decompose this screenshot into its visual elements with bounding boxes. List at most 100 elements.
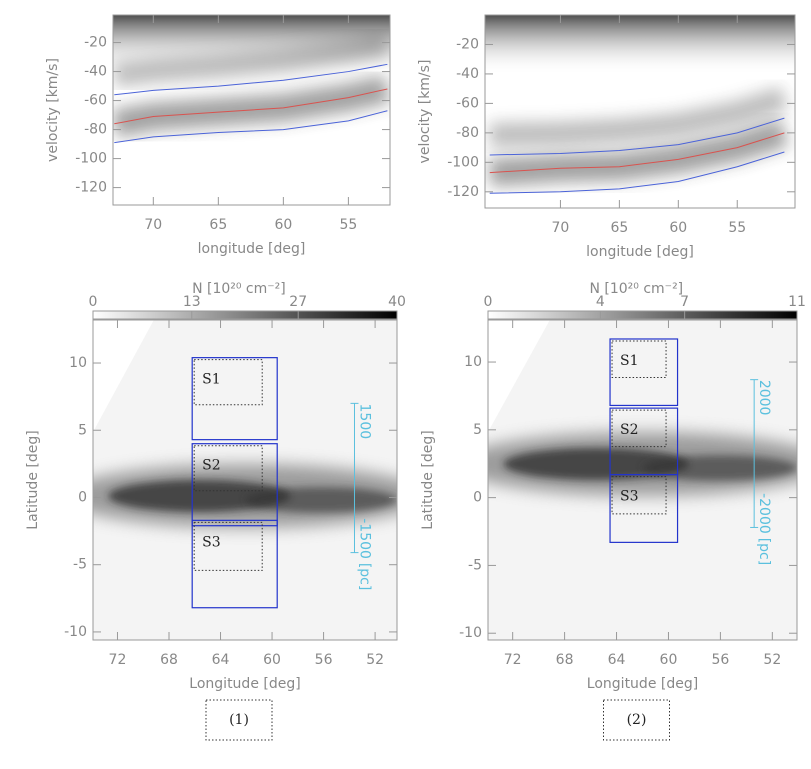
y-tick-label: 5 (473, 422, 482, 438)
x-tick-label: 52 (366, 652, 384, 668)
x-tick-label: 60 (660, 652, 678, 668)
y-tick-label: -40 (456, 66, 479, 82)
colorbar (92, 310, 398, 320)
label-box (193, 359, 263, 406)
region-label: S1 (620, 353, 639, 369)
y-tick-label: -5 (468, 557, 482, 573)
plot-frame (484, 14, 796, 209)
pv-image (113, 15, 390, 138)
y-tick-label: -10 (459, 625, 482, 641)
region-label: S2 (620, 422, 639, 438)
x-tick-label: 60 (263, 652, 281, 668)
x-tick-label: 60 (274, 217, 292, 233)
y-tick-label: -80 (84, 122, 107, 138)
galactic-band (245, 487, 397, 513)
series-line (114, 88, 388, 125)
region-box (609, 338, 679, 407)
x-axis-label: Longitude [deg] (587, 676, 698, 692)
y-tick-label: -60 (456, 95, 479, 111)
column-density-image (93, 320, 397, 640)
x-axis-label: Longitude [deg] (189, 676, 300, 692)
galactic-band (503, 448, 689, 480)
y-tick-label: -80 (456, 125, 479, 141)
y-tick-label: -20 (84, 35, 107, 51)
region-label: S2 (202, 458, 221, 474)
x-tick-label: 70 (552, 220, 570, 236)
column-density-image (488, 320, 797, 640)
emission-band (489, 86, 788, 147)
y-tick-label: 10 (69, 355, 87, 371)
y-tick-label: -5 (73, 557, 87, 573)
region-label: S3 (202, 534, 221, 550)
series-line (489, 117, 785, 156)
top-emission (485, 15, 795, 75)
region-box (191, 357, 278, 441)
region-box (191, 519, 278, 609)
y-axis-label: velocity [km/s] (417, 60, 433, 164)
y-tick-label: -20 (456, 36, 479, 52)
y-tick-label: -10 (64, 624, 87, 640)
label-box (193, 445, 263, 492)
label-box (193, 521, 263, 571)
colorbar-label: N [10²⁰ cm⁻²] (192, 281, 286, 297)
colorbar-tick-label: 7 (680, 294, 689, 310)
y-tick-label: 10 (464, 354, 482, 370)
region-label: S3 (620, 489, 639, 505)
y-tick-label: -100 (447, 154, 479, 170)
y-tick-label: 5 (78, 422, 87, 438)
region-box (609, 473, 679, 543)
colorbar-tick-label: 27 (289, 294, 307, 310)
panel-label-box (205, 699, 273, 741)
x-tick-label: 68 (160, 652, 178, 668)
series-line (114, 63, 388, 96)
x-tick-label: 70 (144, 217, 162, 233)
y-tick-label: -40 (84, 64, 107, 80)
x-tick-label: 64 (608, 652, 626, 668)
series-line (114, 110, 388, 144)
x-tick-label: 72 (504, 652, 522, 668)
colorbar-label: N [10²⁰ cm⁻²] (589, 281, 683, 297)
plot-frame (112, 14, 391, 206)
colorbar (487, 310, 798, 320)
plot-frame (92, 319, 398, 641)
x-tick-label: 56 (711, 652, 729, 668)
galactic-band (108, 480, 291, 512)
emission-band (113, 32, 390, 87)
y-axis-label: velocity [km/s] (45, 58, 61, 162)
region-label: S1 (202, 372, 221, 388)
x-axis-label: longitude [deg] (198, 241, 306, 257)
x-tick-label: 65 (610, 220, 628, 236)
panel-label: (2) (627, 712, 647, 728)
x-tick-label: 65 (209, 217, 227, 233)
x-tick-label: 68 (556, 652, 574, 668)
scale-bar-label: -2000 (756, 493, 772, 534)
y-axis-label: Latitude [deg] (25, 430, 41, 529)
y-tick-label: 0 (473, 490, 482, 506)
emission-band (113, 75, 390, 138)
colorbar-tick-label: 4 (596, 294, 605, 310)
y-tick-label: -120 (447, 184, 479, 200)
colorbar-tick-label: 11 (788, 294, 806, 310)
y-tick-label: -120 (75, 180, 107, 196)
colorbar-tick-label: 0 (89, 294, 98, 310)
scale-bar-label: [pc] (356, 563, 372, 591)
x-tick-label: 52 (763, 652, 781, 668)
panel-label-box (603, 699, 670, 741)
y-axis-label: Latitude [deg] (420, 430, 436, 529)
y-tick-label: 0 (78, 489, 87, 505)
x-tick-label: 56 (315, 652, 333, 668)
galactic-band (642, 455, 797, 481)
region-box (191, 443, 278, 527)
colorbar-tick-label: 40 (388, 294, 406, 310)
scale-bar-label: 2000 (756, 380, 772, 416)
series-line (489, 151, 785, 194)
scale-bar-label: 1500 (356, 404, 372, 440)
x-tick-label: 64 (212, 652, 230, 668)
plot-frame (487, 319, 798, 641)
x-tick-label: 72 (109, 652, 127, 668)
scale-bar-label: -1500 (356, 518, 372, 559)
x-tick-label: 60 (669, 220, 687, 236)
colorbar-tick-label: 0 (484, 294, 493, 310)
series-line (489, 132, 785, 174)
